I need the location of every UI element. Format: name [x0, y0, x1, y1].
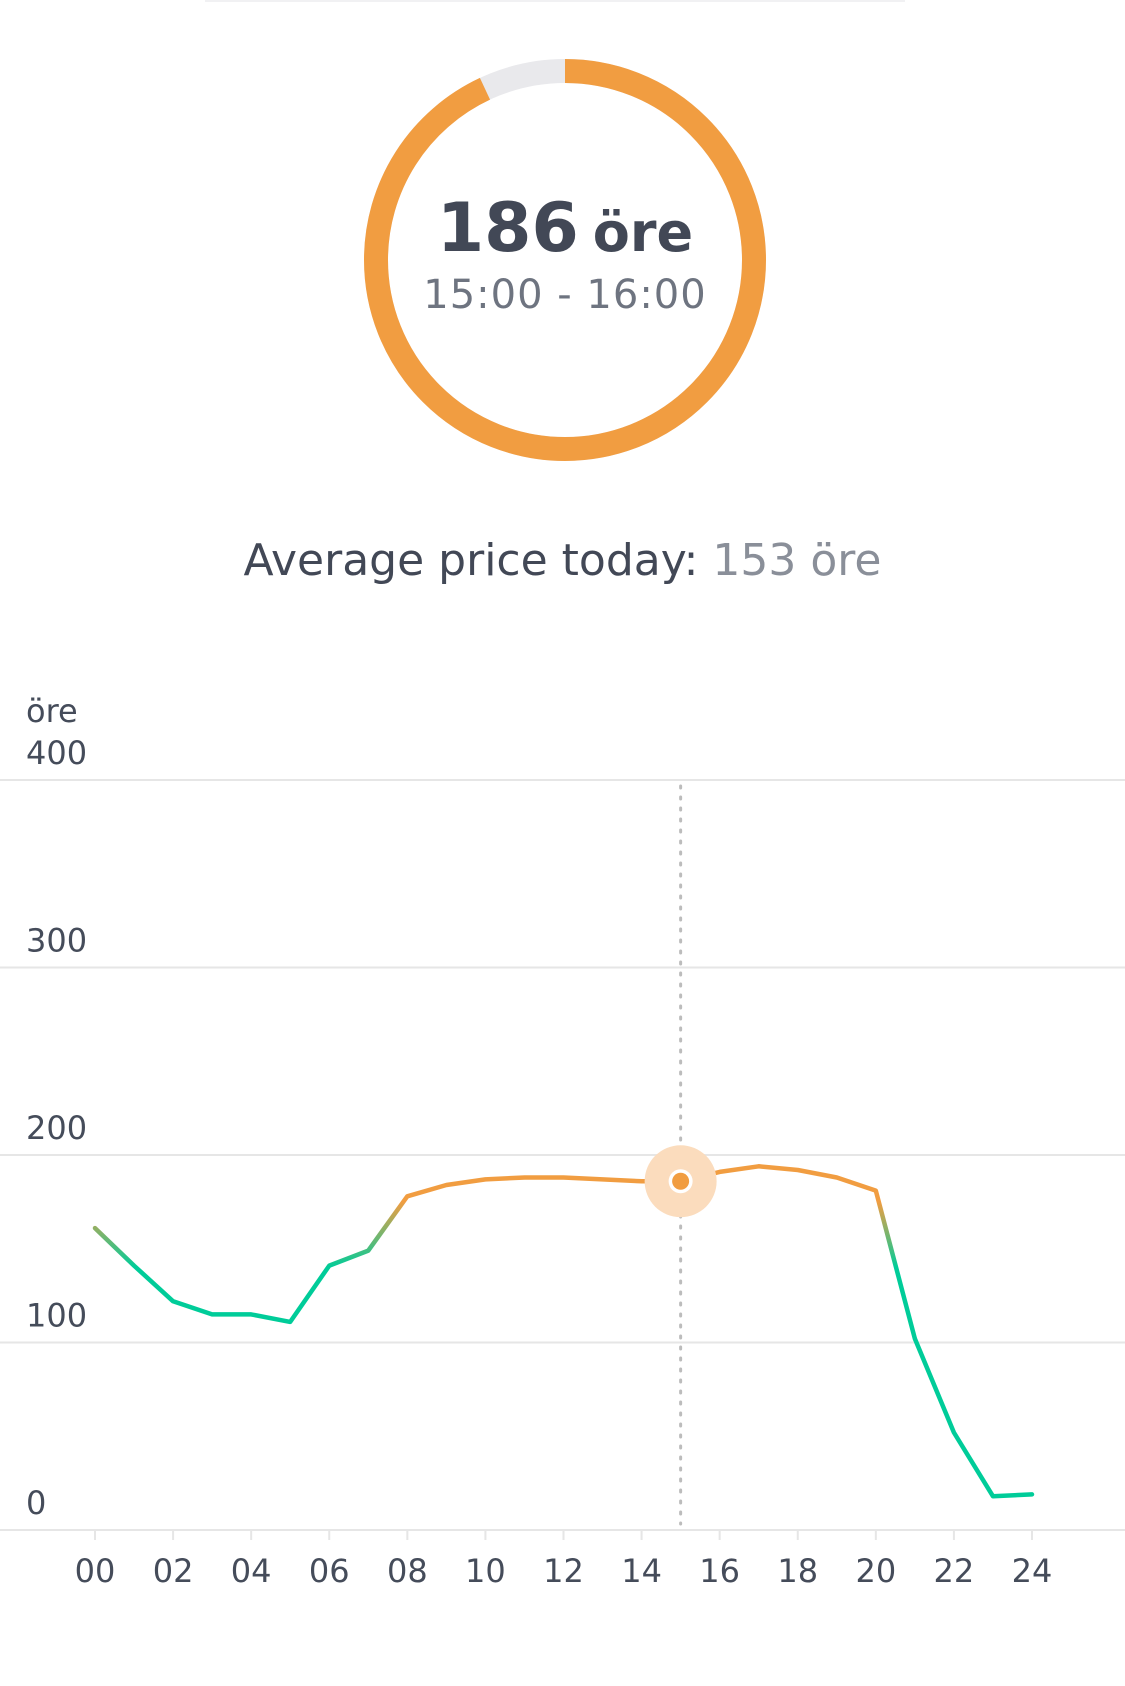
current-price: 186 öre [437, 189, 693, 268]
x-tick-label-16: 16 [699, 1552, 740, 1590]
current-price-unit: öre [592, 200, 694, 264]
y-tick-label-200: 200 [26, 1109, 87, 1147]
x-tick-label-24: 24 [1012, 1552, 1053, 1590]
x-tick-label-06: 06 [309, 1552, 350, 1590]
gauge-fill [364, 59, 766, 461]
y-tick-label-0: 0 [26, 1484, 46, 1522]
average-price: Average price today: 153 öre [0, 535, 1125, 586]
top-divider [205, 0, 905, 2]
price-gauge: 186 öre 15:00 - 16:00 [355, 50, 775, 470]
x-tick-label-04: 04 [231, 1552, 272, 1590]
price-series-line-0 [92, 1164, 1035, 1499]
x-tick-label-02: 02 [153, 1552, 194, 1590]
price-chart[interactable]: öre 0 100 200 300 400 00 02 04 06 08 10 12 14 16 18 20 22… [0, 660, 1125, 1600]
average-price-label: Average price today: [243, 535, 699, 586]
x-tick-label-12: 12 [543, 1552, 584, 1590]
current-price-value: 186 [436, 188, 579, 268]
price-chart-svg[interactable]: öre 0 100 200 300 400 00 02 04 06 08 10 12 14 16 18 20 22… [0, 660, 1125, 1600]
gauge-ring [364, 59, 766, 461]
y-tick-label-100: 100 [26, 1297, 87, 1335]
average-price-value: 153 öre [712, 535, 882, 586]
selected-point[interactable] [672, 1172, 690, 1190]
x-tick-label-22: 22 [934, 1552, 975, 1590]
x-tick-label-10: 10 [465, 1552, 506, 1590]
x-tick-label-20: 20 [855, 1552, 896, 1590]
x-tick-label-00: 00 [75, 1552, 116, 1590]
y-axis-unit-label: öre [26, 692, 78, 730]
y-tick-label-300: 300 [26, 922, 87, 960]
x-tick-label-14: 14 [621, 1552, 662, 1590]
x-tick-label-08: 08 [387, 1552, 428, 1590]
gauge-center: 186 öre 15:00 - 16:00 [355, 50, 775, 470]
current-price-period: 15:00 - 16:00 [423, 271, 707, 318]
x-tick-label-18: 18 [777, 1552, 818, 1590]
y-tick-label-400: 400 [26, 734, 87, 772]
